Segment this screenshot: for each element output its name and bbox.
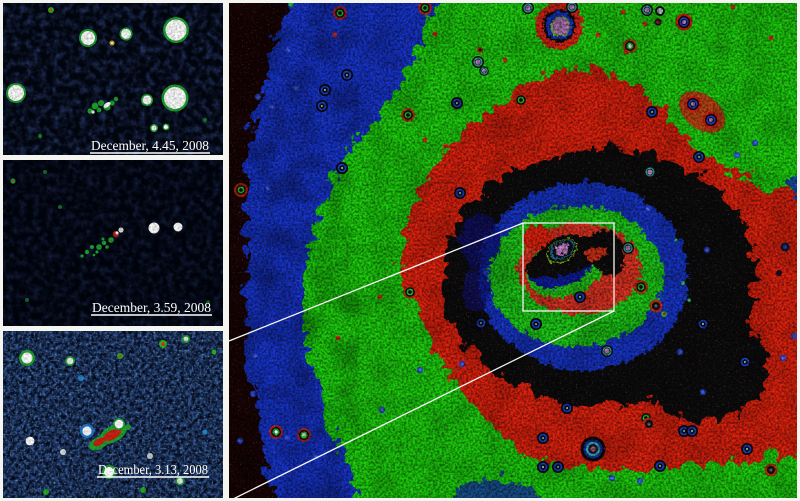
svg-text:December, 3.59, 2008: December, 3.59, 2008 <box>92 301 211 316</box>
svg-text:December, 3.13, 2008: December, 3.13, 2008 <box>98 463 208 478</box>
svg-text:December, 4.45, 2008: December, 4.45, 2008 <box>91 139 209 154</box>
